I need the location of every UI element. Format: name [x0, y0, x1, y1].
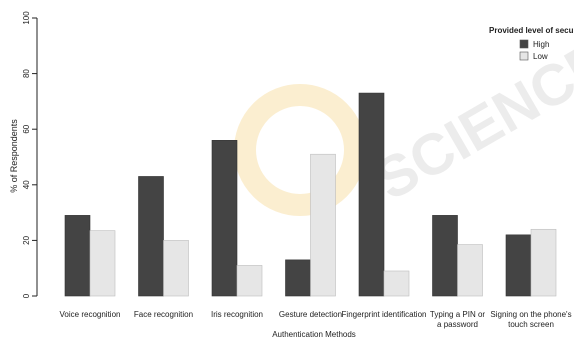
y-axis-ticks: 0 20 40 60 80 100 [22, 11, 37, 298]
bars-group [64, 92, 557, 297]
bar-high [211, 140, 238, 297]
legend-label-high: High [533, 40, 549, 49]
y-tick-label: 0 [22, 293, 31, 298]
category-label: touch screen [508, 320, 554, 329]
bar-low [383, 270, 410, 297]
bar-high [358, 92, 385, 297]
bar-high [64, 215, 91, 297]
x-axis-label: Authentication Methods [272, 330, 356, 339]
bar-high [505, 234, 532, 297]
bar-high [432, 215, 458, 297]
category-label: Face recognition [134, 310, 193, 319]
category-label: Voice recognition [60, 310, 121, 319]
legend-swatch-high [519, 39, 529, 49]
bar-high [285, 259, 311, 297]
legend-title: Provided level of security [489, 26, 574, 35]
y-tick-label: 60 [22, 124, 31, 133]
category-label: Gesture detection [279, 310, 342, 319]
category-labels: Voice recognition Face recognition Iris re… [60, 310, 572, 329]
legend: Provided level of security High Low [489, 26, 574, 61]
y-axis-label: % of Respondents [9, 119, 19, 193]
y-tick-label: 20 [22, 235, 31, 244]
bar-low [163, 240, 189, 297]
category-label: a password [437, 320, 478, 329]
watermark-ring [234, 84, 366, 216]
category-label: Iris recognition [211, 310, 263, 319]
legend-label-low: Low [533, 52, 548, 61]
y-tick-label: 40 [22, 180, 31, 189]
bar-low [89, 230, 116, 297]
legend-swatch-low [519, 51, 529, 61]
category-label: Typing a PIN or [430, 310, 485, 319]
bar-low [236, 265, 263, 297]
bar-high [138, 176, 164, 297]
y-tick-label: 100 [22, 11, 31, 25]
y-tick-label: 80 [22, 69, 31, 78]
bar-low [310, 153, 336, 297]
bar-low [530, 228, 557, 297]
category-label: Fingerprint identification [342, 310, 427, 319]
category-label: Signing on the phone's [490, 310, 571, 319]
bar-low [457, 244, 483, 297]
